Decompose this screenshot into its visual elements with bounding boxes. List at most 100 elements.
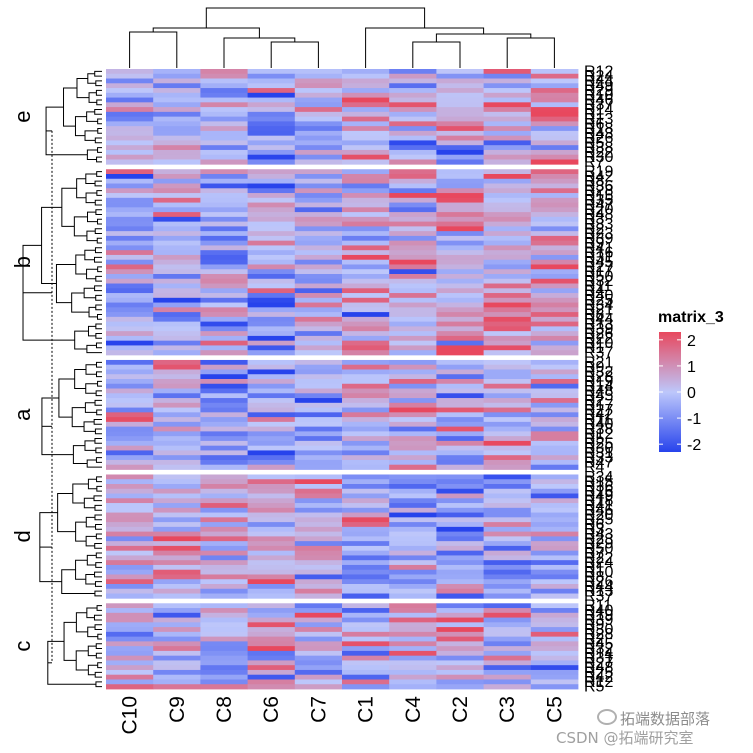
row-label: R8 <box>584 569 605 586</box>
heatmap-cell <box>342 111 390 118</box>
heatmap-cell <box>153 603 201 609</box>
heatmap-cell <box>106 135 154 141</box>
row-dendrogram-branch <box>97 380 102 387</box>
heatmap-cell <box>106 293 154 299</box>
heatmap-cell <box>436 183 484 189</box>
heatmap-cell <box>106 169 154 175</box>
heatmap-cell <box>153 426 201 432</box>
heatmap-cell <box>436 359 484 366</box>
heatmap-cell <box>200 627 248 633</box>
heatmap-cell <box>483 140 532 146</box>
heatmap-cell <box>294 531 343 537</box>
heatmap-cell <box>483 379 532 385</box>
heatmap-cell <box>389 274 437 280</box>
heatmap-cell <box>436 431 484 437</box>
heatmap-cell <box>342 226 390 232</box>
heatmap-cell <box>530 579 579 585</box>
row-dendrogram-branch <box>85 573 96 585</box>
heatmap-cell <box>106 197 154 203</box>
row-label: R17 <box>584 397 613 414</box>
heatmap-cell <box>106 393 154 399</box>
heatmap-cell <box>530 293 579 299</box>
heatmap-cell <box>247 650 296 657</box>
row-label: R19 <box>584 164 613 181</box>
heatmap-cell <box>247 245 296 251</box>
heatmap-cell <box>153 78 201 84</box>
heatmap-cell <box>106 283 154 289</box>
row-label: R10 <box>584 335 613 352</box>
heatmap-cell <box>483 193 532 199</box>
heatmap-cell <box>200 302 248 308</box>
column-dendrogram-branch <box>412 41 461 68</box>
heatmap-cell <box>436 407 484 413</box>
heatmap-cell <box>247 231 296 237</box>
heatmap-cell <box>389 402 437 408</box>
row-label: R14 <box>584 378 613 395</box>
row-label: R4 <box>584 459 605 476</box>
heatmap-cell <box>294 555 343 561</box>
heatmap-cell <box>247 560 296 566</box>
heatmap-cell <box>200 541 248 547</box>
heatmap-cell <box>436 412 484 418</box>
row-label: R18 <box>584 493 613 510</box>
heatmap-cell <box>294 288 343 294</box>
heatmap-cell <box>389 655 437 661</box>
heatmap-cell <box>389 550 437 556</box>
heatmap-cell <box>200 646 248 652</box>
heatmap-cell <box>294 345 343 351</box>
heatmap-cell <box>247 116 296 122</box>
heatmap-cell <box>342 574 390 580</box>
heatmap-cell <box>153 564 201 571</box>
heatmap-cell <box>153 278 201 284</box>
heatmap-cell <box>153 498 201 504</box>
heatmap-cell <box>106 608 154 614</box>
heatmap-cell <box>389 121 437 127</box>
heatmap-cell <box>200 459 248 466</box>
heatmap-cell <box>200 135 248 141</box>
heatmap-cell <box>106 364 154 370</box>
heatmap-cell <box>483 622 532 628</box>
row-label: R48 <box>584 660 613 677</box>
heatmap-cell <box>342 312 390 318</box>
heatmap-cell <box>483 684 532 690</box>
heatmap-cell <box>106 69 154 75</box>
heatmap-cell <box>106 459 154 466</box>
heatmap-cell <box>106 92 154 98</box>
heatmap-cell <box>530 235 579 242</box>
heatmap-cell <box>106 126 154 132</box>
legend-color-bar <box>659 332 681 452</box>
heatmap-cell <box>436 245 484 251</box>
row-label: R33 <box>584 450 613 467</box>
row-label: R43 <box>584 526 613 543</box>
heatmap-cell <box>153 312 201 318</box>
heatmap-cell <box>200 326 248 332</box>
heatmap-cell <box>153 240 201 246</box>
heatmap-cell <box>106 121 154 127</box>
heatmap-cell <box>294 526 343 533</box>
heatmap-cell <box>294 312 343 318</box>
heatmap-cell <box>389 383 437 389</box>
heatmap-cell <box>153 388 201 394</box>
heatmap-cell <box>200 312 248 318</box>
heatmap-cell <box>342 78 390 84</box>
heatmap-cell <box>389 278 437 284</box>
heatmap-cell <box>342 417 390 423</box>
heatmap-cell <box>153 584 201 590</box>
heatmap-cell <box>106 555 154 561</box>
heatmap-cell <box>294 612 343 618</box>
heatmap-cell <box>247 321 296 327</box>
heatmap-cell <box>294 545 343 552</box>
heatmap-cell <box>530 426 579 432</box>
heatmap-cell <box>530 183 579 189</box>
row-dendrogram-branch <box>58 378 75 418</box>
split-label-c: c <box>10 641 35 652</box>
heatmap-cell <box>530 503 579 509</box>
heatmap-cell <box>106 259 154 265</box>
heatmap-cell <box>436 297 484 303</box>
heatmap-cell <box>342 197 390 203</box>
heatmap-cell <box>436 488 484 494</box>
heatmap-cell <box>389 374 437 380</box>
heatmap-cell <box>200 493 248 499</box>
heatmap-cell <box>106 216 154 223</box>
row-label: R11 <box>584 598 612 615</box>
